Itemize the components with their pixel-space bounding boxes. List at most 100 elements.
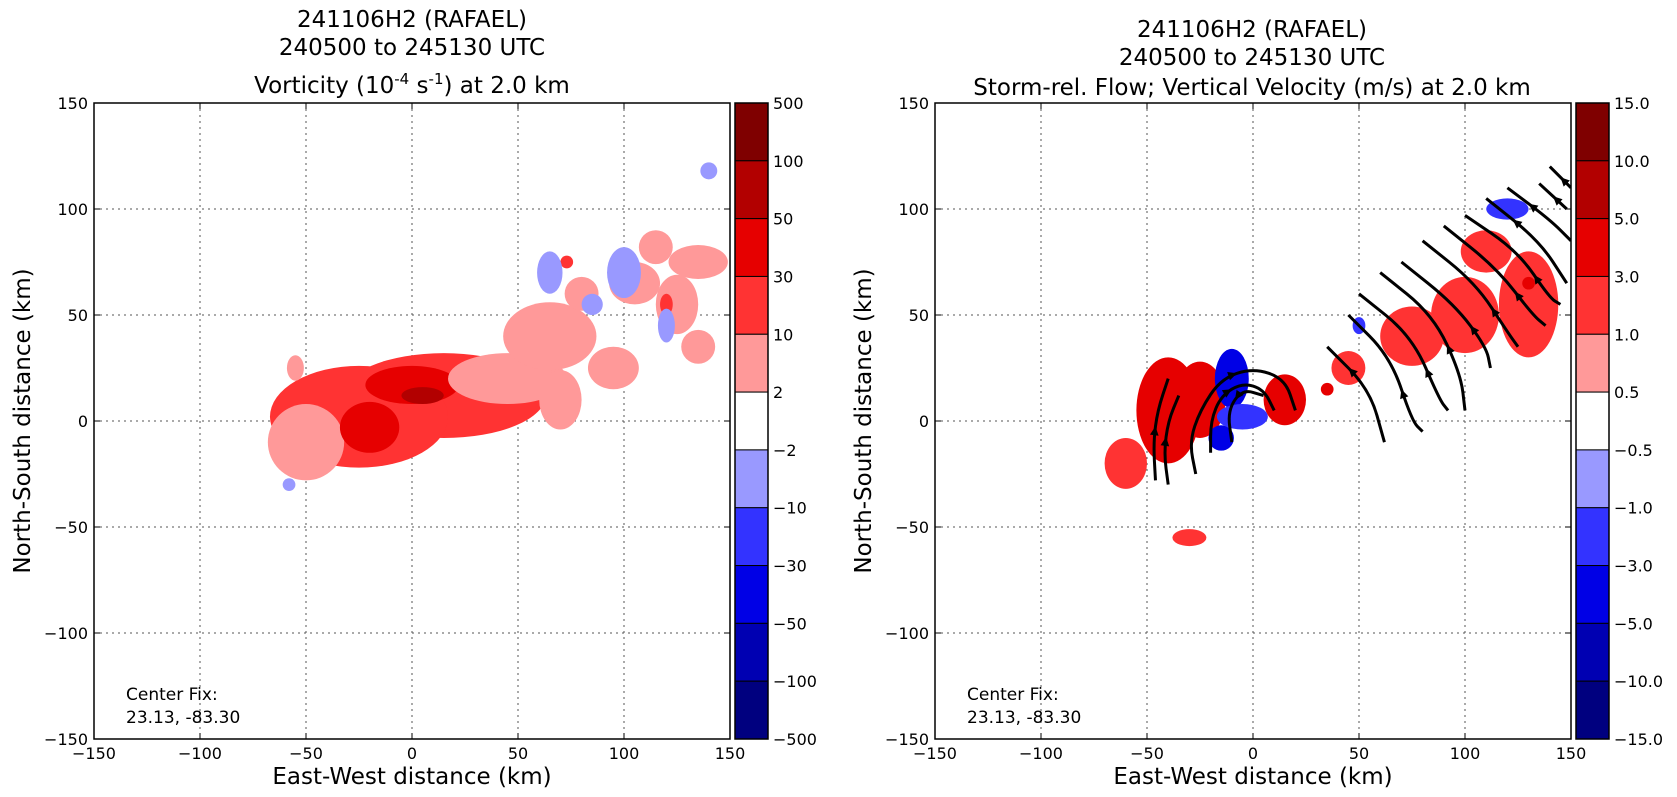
left-vorticity-field (267, 162, 728, 491)
right-title-line-3: Storm-rel. Flow; Vertical Velocity (m/s)… (973, 75, 1531, 101)
streamline (1379, 271, 1467, 411)
colorbar-frame (1575, 102, 1610, 740)
y-tick-label: −150 (885, 730, 929, 749)
x-tick-label: 150 (1556, 744, 1587, 763)
left-title-exp2: -1 (429, 70, 444, 88)
streamline-arrowhead (1552, 196, 1563, 206)
colorbar-tick-label: 3.0 (1614, 267, 1639, 286)
y-tick-label: 150 (57, 94, 88, 113)
colorbar-band (1575, 449, 1610, 509)
streamline (1538, 182, 1568, 211)
colorbar-band (1575, 333, 1610, 393)
colorbar-tick-label: −2 (773, 441, 797, 460)
right-colorbar: 15.0 10.0 5.0 3.0 1.0 0.5 −0.5 −1.0 −3.0 −5.0 −10.… (1575, 94, 1663, 749)
colorbar-tick-label: 500 (773, 94, 804, 113)
colorbar-band (1575, 565, 1610, 624)
streamline-arrowhead (1512, 219, 1523, 229)
streamline (1548, 165, 1571, 189)
x-tick-label: 0 (407, 744, 417, 763)
contour-region (537, 251, 563, 294)
contour-region (339, 401, 400, 453)
y-tick-label: 50 (909, 306, 929, 325)
x-tick-label: −100 (178, 744, 222, 763)
colorbar-tick-label: 10 (773, 325, 793, 344)
colorbar-band (734, 102, 769, 162)
contour-region (607, 247, 641, 299)
left-center-fix-label: Center Fix: (126, 685, 218, 705)
streamline-arrowhead (1425, 368, 1434, 378)
colorbar-tick-label: 100 (773, 152, 804, 171)
streamline (1464, 214, 1562, 306)
left-title-line-2: 240500 to 245130 UTC (279, 35, 545, 61)
streamline-arrowhead (1514, 291, 1524, 302)
contour-region (660, 293, 673, 315)
colorbar-band (1575, 160, 1610, 220)
left-title-line-1: 241106H2 (RAFAEL) (297, 7, 527, 33)
colorbar-band (734, 680, 769, 740)
contour-region (1172, 529, 1207, 547)
colorbar-band (1575, 507, 1610, 567)
streamline-arrowhead (1446, 344, 1455, 355)
x-tick-label: −150 (913, 744, 957, 763)
streamline (1400, 260, 1492, 369)
left-title-field: Vorticity (10 (254, 73, 394, 99)
colorbar-tick-label: −10 (773, 499, 807, 518)
colorbar-band (734, 507, 769, 567)
streamline-arrowhead (1470, 325, 1480, 336)
contour-region (1320, 382, 1334, 396)
contour-region (700, 162, 718, 180)
contour-region (503, 302, 597, 371)
colorbar-tick-label: 0.5 (1614, 383, 1639, 402)
y-tick-label: −50 (895, 518, 929, 537)
colorbar-tick-label: −3.0 (1614, 557, 1653, 576)
colorbar-band (734, 160, 769, 220)
right-x-axis-label: East-West distance (km) (1113, 764, 1392, 790)
streamline-arrowhead (1160, 436, 1170, 447)
contour-region (1460, 230, 1512, 273)
contour-region (1216, 404, 1268, 430)
contour-region (681, 329, 716, 364)
streamline (1358, 292, 1450, 412)
vertical-velocity-panel: 241106H2 (RAFAEL) 240500 to 245130 UTC S… (851, 17, 1663, 790)
streamline-arrowhead (1221, 389, 1232, 398)
colorbar-band (1575, 102, 1610, 162)
colorbar-tick-label: −10.0 (1614, 672, 1663, 691)
x-tick-label: 150 (715, 744, 746, 763)
left-title-exp1: -4 (394, 70, 409, 88)
colorbar-tick-label: −500 (773, 730, 817, 749)
colorbar-tick-label: −50 (773, 614, 807, 633)
contour-region (1104, 437, 1148, 489)
left-y-ticks: −150 −100 −50 0 50 100 150 (44, 94, 730, 749)
contour-region (286, 355, 304, 381)
left-colorbar: 500 100 50 30 10 2 −2 −10 −30 −50 −100 −500 (734, 94, 817, 749)
right-y-ticks: −150 −100 −50 0 50 100 150 (885, 94, 1571, 749)
streamline-arrowhead (1348, 368, 1358, 378)
streamline (1442, 224, 1547, 327)
right-streamlines (1149, 165, 1571, 485)
colorbar-tick-label: 5.0 (1614, 210, 1639, 229)
x-tick-label: −150 (72, 744, 116, 763)
contour-region (1431, 276, 1499, 354)
contour-region (1263, 374, 1307, 426)
colorbar-band (734, 565, 769, 624)
streamline-arrowhead (1234, 389, 1244, 400)
colorbar-band (1575, 680, 1610, 740)
streamline-arrowhead (1227, 372, 1238, 381)
contour-region (539, 370, 582, 430)
streamline (1347, 313, 1424, 433)
colorbar-tick-label: −0.5 (1614, 441, 1653, 460)
streamline-arrowhead (1400, 389, 1409, 400)
right-center-fix-value: 23.13, -83.30 (967, 708, 1081, 728)
streamline (1163, 394, 1181, 485)
colorbar-band (734, 333, 769, 393)
left-y-axis-label: North-South distance (km) (10, 268, 36, 573)
streamline (1421, 239, 1520, 348)
colorbar-tick-label: −5.0 (1614, 614, 1653, 633)
colorbar-band (1575, 275, 1610, 335)
left-x-ticks: −150 −100 −50 0 50 100 150 (72, 103, 745, 763)
colorbar-band (734, 449, 769, 509)
streamline (1152, 378, 1170, 481)
left-title-mid: s (409, 73, 428, 99)
right-velocity-field (1104, 198, 1559, 547)
